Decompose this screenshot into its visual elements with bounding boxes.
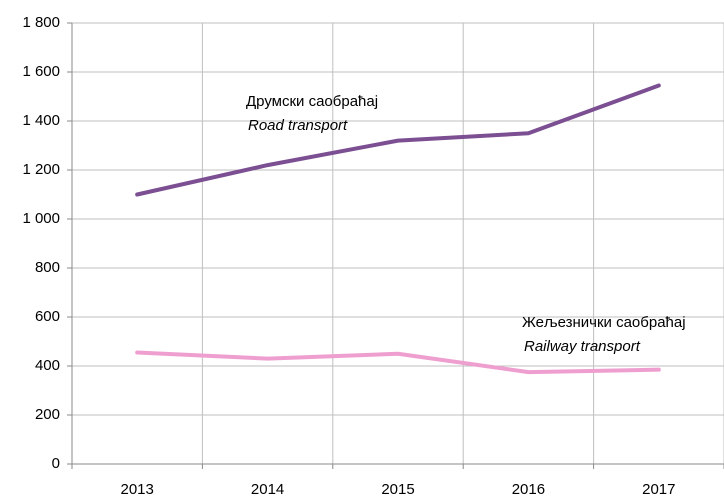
series-label: Жељезнички саобраћај	[522, 314, 686, 331]
series-label-en: Railway transport	[524, 338, 641, 355]
y-tick-label: 1 600	[22, 63, 60, 80]
series-label: Друмски саобраћај	[246, 93, 378, 110]
y-tick-label: 400	[35, 357, 60, 374]
y-tick-label: 600	[35, 308, 60, 325]
line-series	[135, 83, 661, 197]
y-tick-label: 0	[52, 455, 60, 472]
y-tick-label: 1 800	[22, 14, 60, 31]
y-tick-label: 1 400	[22, 112, 60, 129]
y-tick-label: 200	[35, 406, 60, 423]
line-series	[135, 350, 661, 375]
x-tick-label: 2013	[121, 481, 154, 498]
x-tick-label: 2016	[512, 481, 545, 498]
x-tick-label: 2017	[642, 481, 675, 498]
x-tick-label: 2014	[251, 481, 284, 498]
y-tick-label: 1 200	[22, 161, 60, 178]
y-tick-label: 800	[35, 259, 60, 276]
x-tick-label: 2015	[381, 481, 414, 498]
y-tick-label: 1 000	[22, 210, 60, 227]
series-label-en: Road transport	[248, 117, 348, 134]
